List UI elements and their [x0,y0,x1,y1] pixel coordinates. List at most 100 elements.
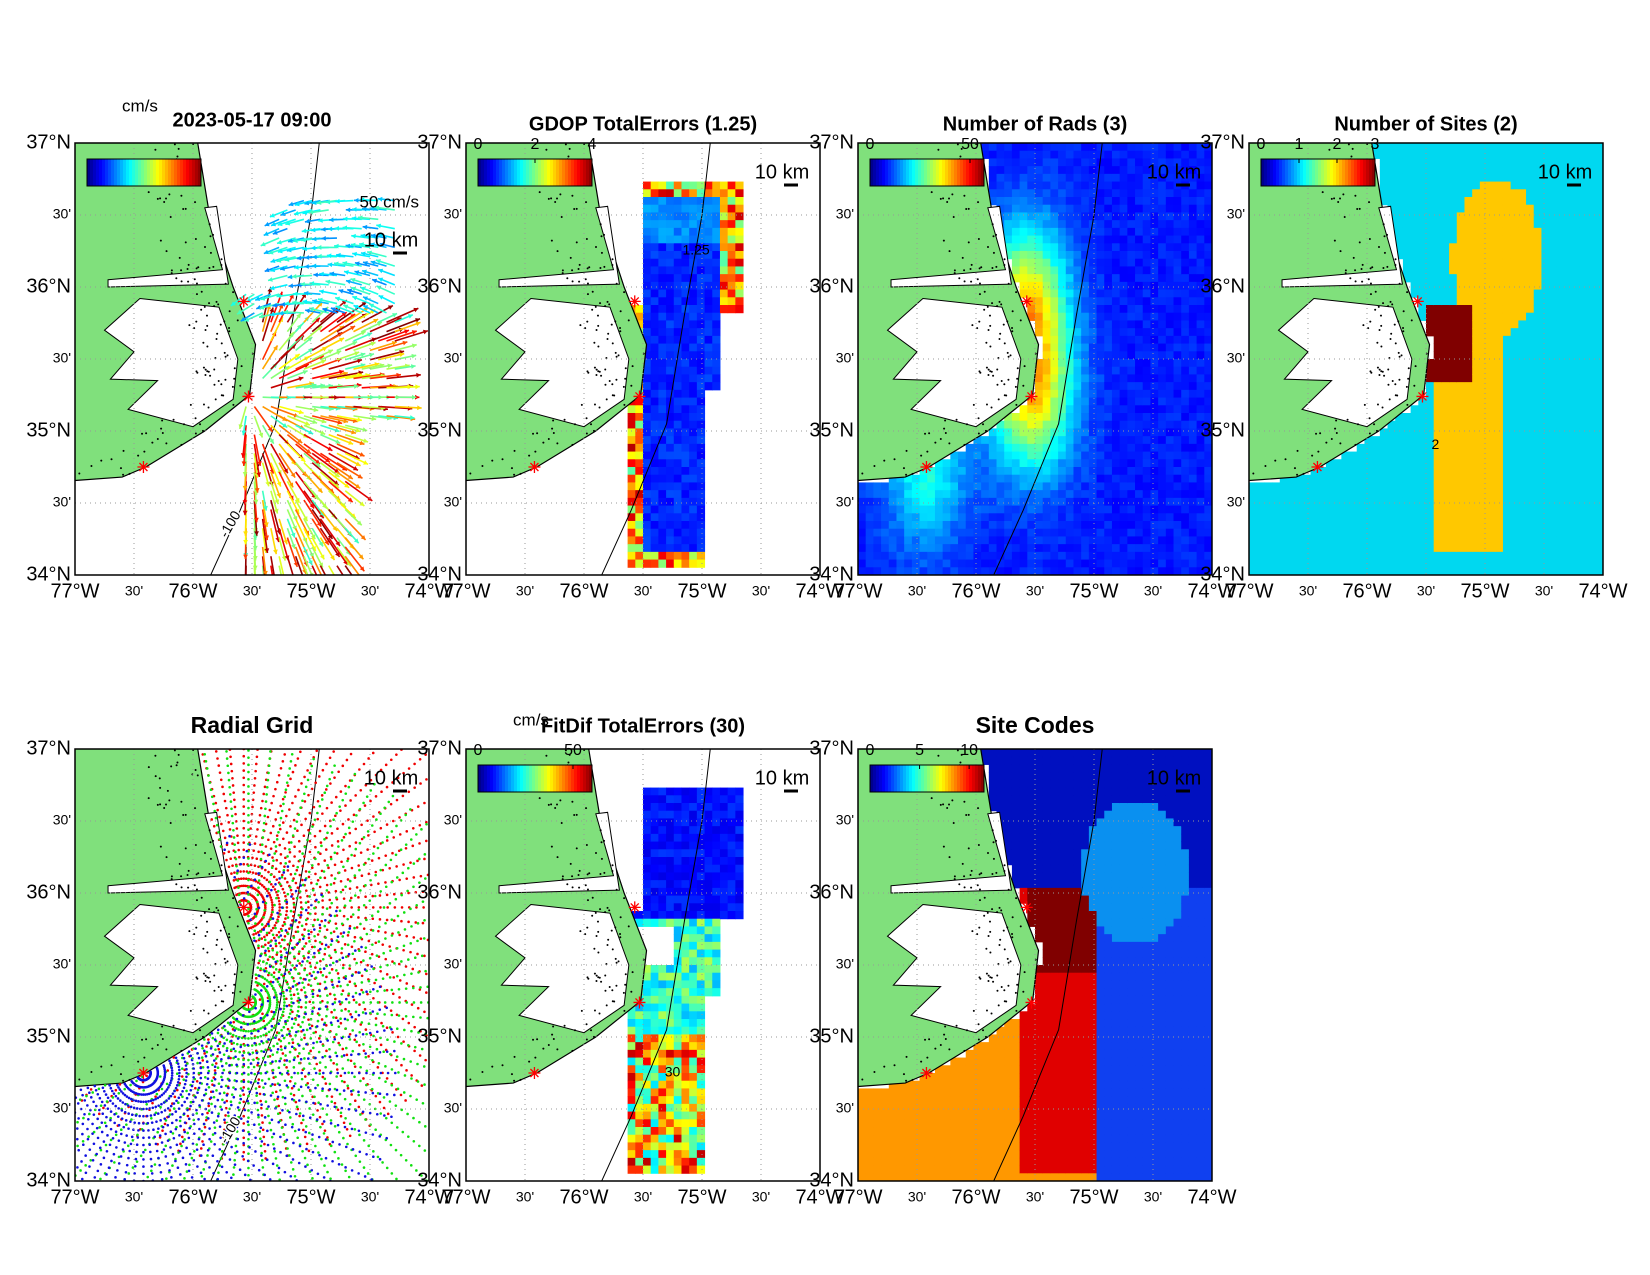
vector-head [242,471,248,477]
field-cell [1104,204,1113,213]
field-cell [1181,212,1190,221]
field-cell [719,189,729,198]
field-cell [1479,227,1489,237]
field-cell [1011,559,1021,568]
field-cell [1042,297,1051,306]
field-cell [1088,143,1098,152]
coast-dot [985,366,988,369]
field-cell [1325,467,1335,476]
field-cell [1433,451,1442,460]
field-cell [1050,189,1059,198]
field-cell [1096,521,1105,530]
field-cell [1341,567,1350,575]
field-cell [1142,374,1151,383]
field-cell [1196,158,1205,167]
field-cell [666,212,675,221]
field-cell [1135,166,1144,175]
field-cell [1204,289,1212,298]
field-cell [1081,436,1090,445]
field-cell [1042,251,1051,260]
field-cell [1287,528,1296,537]
field-cell [1204,490,1212,499]
vector-head [360,331,366,336]
vector-head [387,305,393,310]
field-cell [1104,220,1113,229]
field-cell [643,235,652,244]
field-cell [1472,274,1481,283]
field-cell [1495,559,1504,568]
field-cell [1050,474,1059,483]
coast-dot [575,241,578,244]
field-cell [1173,258,1182,267]
field-cell [988,536,998,545]
colorbar-step [517,159,521,186]
field-cell [1441,359,1450,368]
field-cell [1135,374,1144,383]
field-cell [1058,374,1067,383]
coast-dot [978,267,981,270]
vector [270,443,289,474]
field-cell [696,212,706,221]
field-cell [1104,297,1113,306]
field-cell [904,482,913,491]
vector-head [360,286,366,292]
field-cell [666,312,675,321]
field-cell [696,474,706,483]
y-tick-label: 30' [53,206,71,222]
colorbar-step [159,159,163,186]
vector [303,499,322,528]
panel-title: GDOP TotalErrors (1.25) [529,113,757,135]
vector-head [343,304,349,310]
field-cell [1479,235,1489,244]
field-cell [673,436,682,445]
vector-head [253,499,259,505]
field-cell [1181,297,1190,306]
field-cell [1065,559,1074,568]
field-cell [1065,443,1074,453]
field-cell [1096,243,1105,252]
vector-head [415,394,420,400]
field-cell [1073,243,1082,252]
field-cell [1464,505,1473,514]
field-cell [981,467,990,476]
field-cell [727,289,736,298]
field-cell [704,189,713,198]
field-cell [1433,312,1442,321]
field-cell [1096,428,1105,437]
field-cell [1173,536,1182,545]
field-cell [689,243,698,252]
field-cell [1035,281,1044,291]
field-cell [1295,505,1304,514]
field-cell [858,544,867,553]
field-cell [1196,467,1205,476]
field-cell [1065,528,1074,537]
field-cell [1204,328,1212,337]
field-cell [1472,474,1481,483]
field-cell [1487,343,1496,352]
field-cell [1418,567,1427,575]
vector [344,518,367,541]
field-cell [1065,436,1074,445]
field-cell [1479,528,1489,537]
field-cell [1495,166,1504,175]
field-cell [689,266,698,275]
field-cell [1127,266,1136,275]
field-cell [1487,351,1496,360]
field-cell [1088,490,1098,499]
coast-dot [967,241,970,244]
field-cell [1173,544,1182,553]
field-cell [1204,359,1212,368]
vector [286,537,299,568]
field-cell [1004,420,1013,429]
field-cell [896,497,905,507]
field-cell [1364,467,1373,476]
field-cell [643,513,652,522]
field-cell [673,389,682,399]
vector-head [276,492,281,498]
field-cell [1019,166,1028,175]
field-cell [1181,428,1190,437]
vector [294,546,307,575]
coast-dot [143,450,146,453]
coast-dot [519,472,522,475]
field-cell [1449,451,1458,460]
